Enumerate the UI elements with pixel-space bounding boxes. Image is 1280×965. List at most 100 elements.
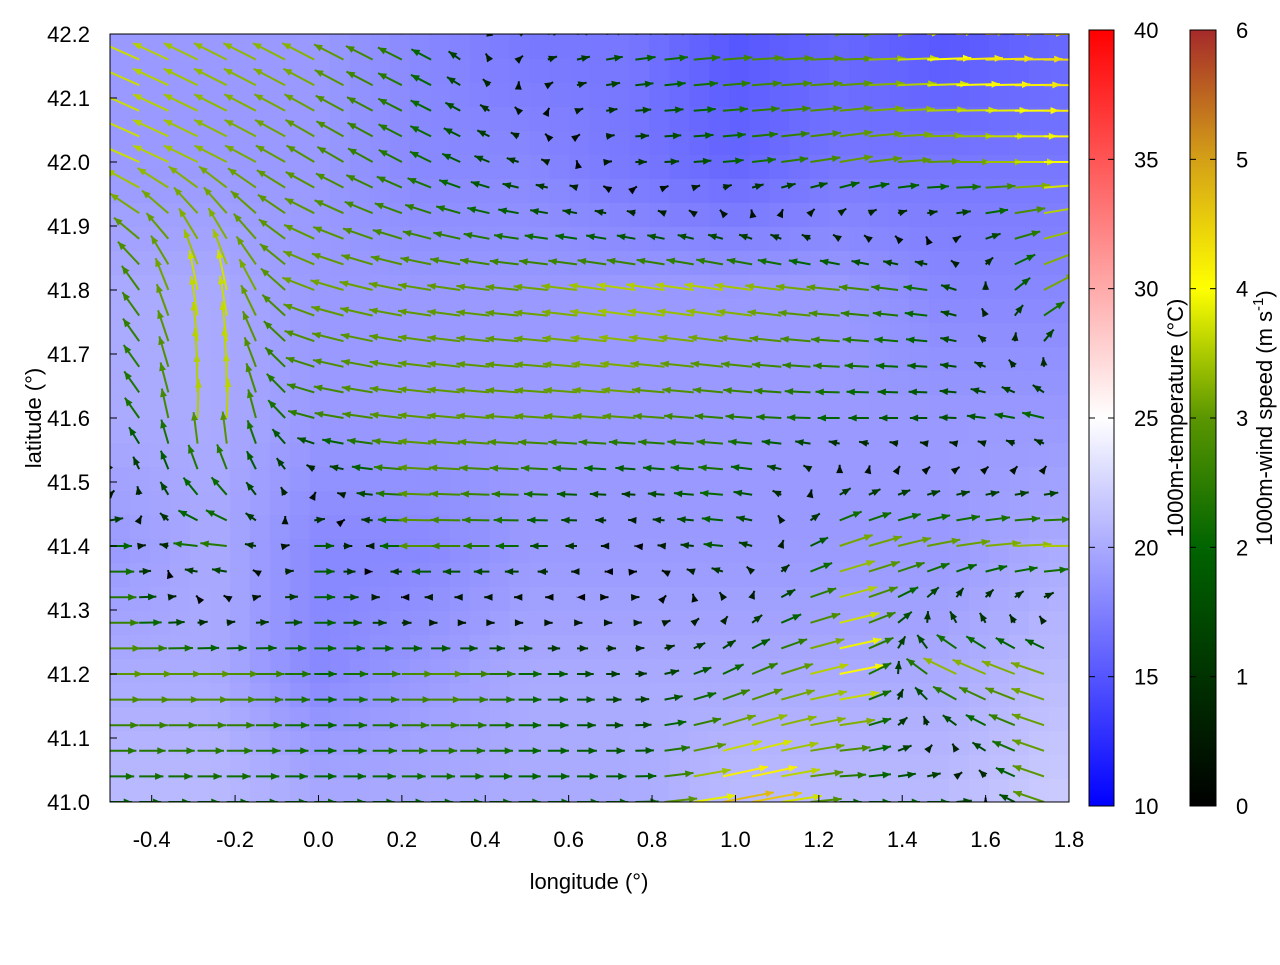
- temperature-cell: [729, 34, 750, 59]
- temperature-cell: [609, 514, 630, 539]
- temperature-cell: [649, 706, 670, 731]
- temperature-cell: [190, 82, 211, 107]
- temperature-cell: [550, 178, 571, 203]
- temperature-cell: [370, 538, 391, 563]
- temperature-cell: [550, 658, 571, 683]
- temperature-cell: [909, 274, 930, 299]
- temperature-cell: [350, 322, 371, 347]
- temperature-cell: [270, 490, 291, 515]
- temperature-cell: [210, 754, 231, 779]
- temperature-cell: [729, 466, 750, 491]
- temperature-cell: [629, 58, 650, 83]
- temperature-cell: [190, 202, 211, 227]
- temperature-cell: [749, 130, 770, 155]
- y-axis-label: latitude (°): [21, 368, 46, 469]
- temperature-cell: [829, 178, 850, 203]
- temperature-cell: [510, 442, 531, 467]
- colorbar-tick-label: 0: [1236, 794, 1248, 819]
- temperature-cell: [490, 658, 511, 683]
- temperature-cell: [310, 178, 331, 203]
- temperature-cell: [290, 706, 311, 731]
- temperature-cell: [250, 778, 271, 803]
- temperature-cell: [709, 514, 730, 539]
- wind-arrow: [88, 274, 110, 291]
- wind-arrow-shaft: [88, 327, 110, 341]
- temperature-cell: [1009, 514, 1030, 539]
- temperature-cell: [889, 58, 910, 83]
- wind-arrow: [252, 18, 285, 35]
- wind-arrow-shaft: [252, 18, 285, 35]
- temperature-cell: [290, 562, 311, 587]
- wind-arrow-shaft: [489, 28, 490, 34]
- temperature-cell: [829, 658, 850, 683]
- temperature-cell: [470, 682, 491, 707]
- wind-arrow-head: [1079, 158, 1087, 165]
- temperature-cell: [709, 58, 730, 83]
- temperature-cell: [130, 682, 151, 707]
- temperature-cell: [250, 658, 271, 683]
- temperature-cell: [170, 250, 191, 275]
- temperature-cell: [649, 34, 670, 59]
- temperature-cell: [729, 202, 750, 227]
- temperature-cell: [929, 418, 950, 443]
- temperature-cell: [1029, 562, 1050, 587]
- temperature-cell: [989, 34, 1010, 59]
- temperature-cell: [430, 226, 451, 251]
- temperature-cell: [550, 322, 571, 347]
- temperature-cell: [829, 538, 850, 563]
- temperature-cell: [609, 130, 630, 155]
- wind-arrow-head: [223, 18, 232, 25]
- temperature-cell: [729, 298, 750, 323]
- temperature-cell: [609, 442, 630, 467]
- x-tick-label: 1.2: [804, 827, 835, 852]
- temperature-cell: [749, 154, 770, 179]
- temperature-cell: [709, 154, 730, 179]
- colorbar-tick-label: 5: [1236, 147, 1248, 172]
- temperature-cell: [170, 394, 191, 419]
- temperature-cell: [649, 154, 670, 179]
- temperature-cell: [789, 34, 810, 59]
- temperature-cell: [490, 58, 511, 83]
- temperature-cell: [130, 394, 151, 419]
- temperature-cell: [949, 130, 970, 155]
- temperature-cell: [749, 706, 770, 731]
- temperature-cell: [510, 778, 531, 803]
- temperature-cell: [669, 562, 690, 587]
- y-tick-label: 41.0: [47, 790, 90, 815]
- temperature-cell: [829, 562, 850, 587]
- temperature-cell: [190, 634, 211, 659]
- wind-arrow-head: [97, 435, 106, 443]
- temperature-cell: [1029, 586, 1050, 611]
- temperature-cell: [550, 682, 571, 707]
- temperature-cell: [649, 682, 670, 707]
- temperature-cell: [1049, 754, 1070, 779]
- temperature-cell: [789, 562, 810, 587]
- temperature-cell: [230, 778, 251, 803]
- temperature-cell: [170, 586, 191, 611]
- temperature-cell: [789, 418, 810, 443]
- temperature-cell: [430, 418, 451, 443]
- temperature-cell: [749, 490, 770, 515]
- temperature-cell: [949, 682, 970, 707]
- temperature-cell: [1049, 610, 1070, 635]
- temperature-cell: [270, 586, 291, 611]
- temperature-cell: [689, 58, 710, 83]
- temperature-cell: [230, 130, 251, 155]
- temperature-cell: [310, 658, 331, 683]
- temperature-cell: [210, 106, 231, 131]
- colorbar-tick-label: 25: [1134, 406, 1158, 431]
- temperature-cell: [330, 538, 351, 563]
- temperature-cell: [270, 370, 291, 395]
- temperature-cell: [949, 418, 970, 443]
- temperature-cell: [849, 442, 870, 467]
- temperature-cell: [689, 82, 710, 107]
- temperature-cell: [889, 730, 910, 755]
- temperature-cell: [590, 658, 611, 683]
- temperature-cell: [230, 562, 251, 587]
- y-tick-label: 42.2: [47, 22, 90, 47]
- wind-arrow-head: [412, 24, 421, 31]
- temperature-cell: [290, 490, 311, 515]
- temperature-cell: [130, 226, 151, 251]
- temperature-cell: [150, 514, 171, 539]
- wind-arrow-head: [72, 69, 81, 75]
